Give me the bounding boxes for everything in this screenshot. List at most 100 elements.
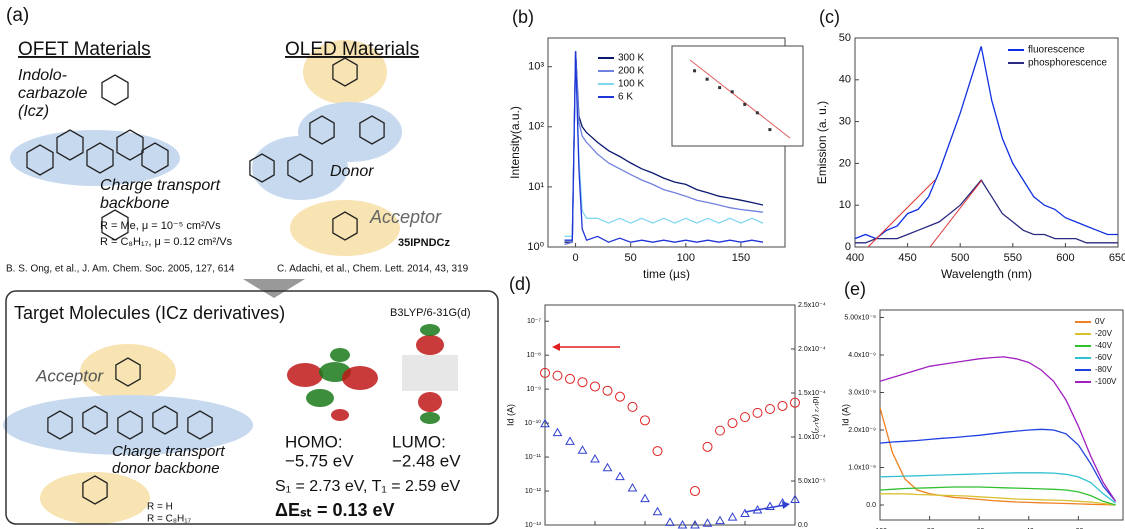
- y-tick-label: 10⁰: [527, 241, 544, 253]
- y2-tick-label: 1.0x10⁻⁴: [798, 434, 826, 441]
- orbital-lobe: [306, 389, 334, 407]
- legend-label: fluorescence: [1028, 45, 1085, 56]
- panel-label: (d): [509, 274, 531, 294]
- x-tick-label: 150: [732, 252, 750, 264]
- molecule-name: carbazole: [18, 85, 87, 102]
- y-tick-label: 10⁻⁹: [527, 386, 541, 393]
- highlight: [40, 472, 150, 524]
- role-label: Donor: [330, 163, 374, 180]
- marker: [666, 518, 674, 525]
- ring: [102, 75, 128, 105]
- inset-point: [731, 90, 734, 93]
- y-tick-label: 10¹: [528, 181, 544, 193]
- marker: [591, 455, 599, 462]
- y-axis-label: Intensity(a.u.): [508, 106, 522, 179]
- orbital-lobe: [418, 392, 442, 412]
- series-line: [880, 429, 1116, 501]
- y-tick-label: 1.0x10⁻⁹: [848, 464, 876, 471]
- y2-tick-label: 2.5x10⁻⁴: [798, 302, 826, 309]
- y-tick-label: 10²: [528, 121, 544, 133]
- series-line: [880, 487, 1116, 505]
- role-label: Acceptor: [369, 207, 442, 227]
- y2-tick-label: 0.0: [798, 522, 808, 529]
- marker: [603, 386, 612, 395]
- orbital-lobe: [416, 335, 444, 355]
- orbital-lobe: [420, 412, 440, 424]
- y-tick-label: 4.0x10⁻⁹: [848, 352, 876, 359]
- legend-label: 0V: [1095, 317, 1105, 326]
- role-label: Acceptor: [35, 366, 104, 385]
- orbital-lobe: [342, 366, 378, 390]
- marker: [703, 442, 712, 451]
- y2-tick-label: 2.0x10⁻⁴: [798, 346, 826, 353]
- marker: [741, 510, 749, 517]
- marker: [716, 517, 724, 524]
- y-tick-label: 3.0x10⁻⁹: [848, 389, 876, 396]
- reference: C. Adachi, et al., Chem. Lett. 2014, 43,…: [277, 264, 469, 275]
- y-tick-label: 10⁻¹³: [525, 522, 542, 529]
- orbital-lobe: [287, 363, 323, 387]
- marker: [741, 413, 750, 422]
- legend-label: 100 K: [618, 79, 644, 90]
- panel-label: (b): [512, 7, 534, 27]
- marker: [578, 378, 587, 387]
- molecule-name: Indolo-: [18, 67, 67, 84]
- x-axis-label: time (µs): [643, 267, 690, 281]
- marker: [616, 392, 625, 401]
- y-tick-label: 10⁻⁸: [527, 352, 541, 359]
- role-label: Charge transport: [100, 177, 221, 194]
- y-tick-label: 10⁻¹¹: [525, 454, 542, 461]
- x-tick-label: 650: [1109, 252, 1125, 264]
- reference: B. S. Ong, et al., J. Am. Chem. Soc. 200…: [6, 264, 235, 275]
- x-tick-label: 50: [625, 252, 637, 264]
- marker: [691, 487, 700, 496]
- y-axis-label: Id (A): [505, 404, 515, 426]
- x-tick-label: 500: [951, 252, 969, 264]
- heading: OFET Materials: [18, 39, 151, 60]
- arrow-head: [782, 501, 790, 509]
- marker: [753, 408, 762, 417]
- inset-point: [756, 111, 759, 114]
- x-tick-label: 100: [677, 252, 695, 264]
- energy-gap: ΔEₛₜ = 0.13 eV: [275, 500, 395, 520]
- y-tick-label: 5.00x10⁻⁹: [844, 314, 876, 321]
- molecule-name: 35IPNDCz: [398, 237, 450, 249]
- orbital-lobe: [420, 324, 440, 336]
- y2-axis-label: Id¹ᐟ² (A¹ᐟ²): [811, 397, 820, 434]
- legend-label: -80V: [1095, 365, 1113, 374]
- marker: [766, 405, 775, 414]
- fit-line: [930, 180, 982, 247]
- orbital-lobe: [331, 409, 349, 421]
- series-line: [855, 46, 1118, 238]
- legend-label: -100V: [1095, 377, 1117, 386]
- page: (a) OFET Materials OLED Materials Indolo…: [0, 0, 1125, 529]
- marker: [729, 513, 737, 520]
- substituent: R = H: [147, 502, 173, 513]
- inset-point: [743, 103, 746, 106]
- y-axis-label: Id (A): [840, 404, 850, 426]
- panel-label: (e): [844, 279, 866, 299]
- legend-label: -40V: [1095, 341, 1113, 350]
- plot-frame: [545, 305, 795, 525]
- marker: [728, 419, 737, 428]
- marker: [616, 473, 624, 480]
- marker: [553, 371, 562, 380]
- y-tick-label: 10⁻¹⁰: [524, 419, 541, 427]
- legend-label: 6 K: [618, 92, 633, 103]
- substituent: R = Me, μ = 10⁻⁵ cm²/Vs: [100, 220, 221, 232]
- legend-label: -20V: [1095, 329, 1113, 338]
- y-tick-label: 10⁻¹²: [525, 488, 542, 495]
- role-label: backbone: [100, 195, 169, 212]
- molecule-frame: [402, 355, 458, 391]
- series-line: [880, 408, 1116, 506]
- decoration: [3, 40, 458, 524]
- panel-label: (a): [6, 5, 29, 26]
- x-tick-label: 450: [898, 252, 916, 264]
- marker: [628, 402, 637, 411]
- substituent: R = C₈H₁₇: [147, 514, 192, 525]
- y-tick-label: 0.0: [866, 502, 876, 509]
- legend-label: 300 K: [618, 53, 644, 64]
- marker: [654, 508, 662, 515]
- orbital-lobe: [330, 348, 350, 362]
- marker: [579, 446, 587, 453]
